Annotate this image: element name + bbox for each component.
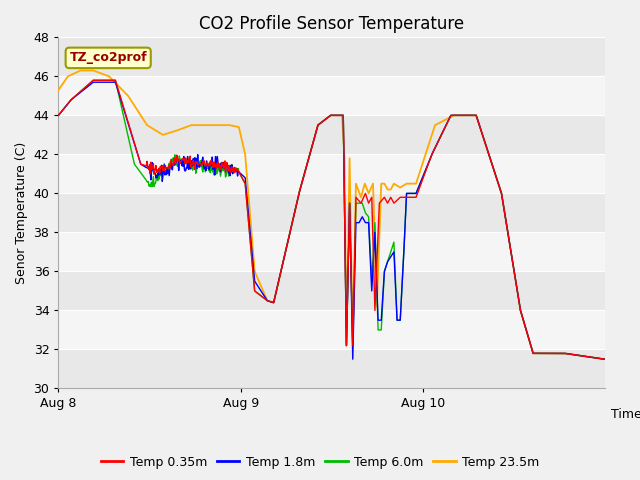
Bar [58, 232, 605, 271]
Bar [58, 271, 605, 311]
Bar [58, 37, 605, 76]
Text: TZ_co2prof: TZ_co2prof [69, 51, 147, 64]
Bar [58, 193, 605, 232]
Bar [58, 311, 605, 349]
Bar [58, 349, 605, 388]
Legend: Temp 0.35m, Temp 1.8m, Temp 6.0m, Temp 23.5m: Temp 0.35m, Temp 1.8m, Temp 6.0m, Temp 2… [96, 451, 544, 474]
X-axis label: Time: Time [611, 408, 640, 421]
Y-axis label: Senor Temperature (C): Senor Temperature (C) [15, 142, 28, 284]
Title: CO2 Profile Sensor Temperature: CO2 Profile Sensor Temperature [199, 15, 464, 33]
Bar [58, 76, 605, 115]
Bar [58, 115, 605, 155]
Bar [58, 155, 605, 193]
